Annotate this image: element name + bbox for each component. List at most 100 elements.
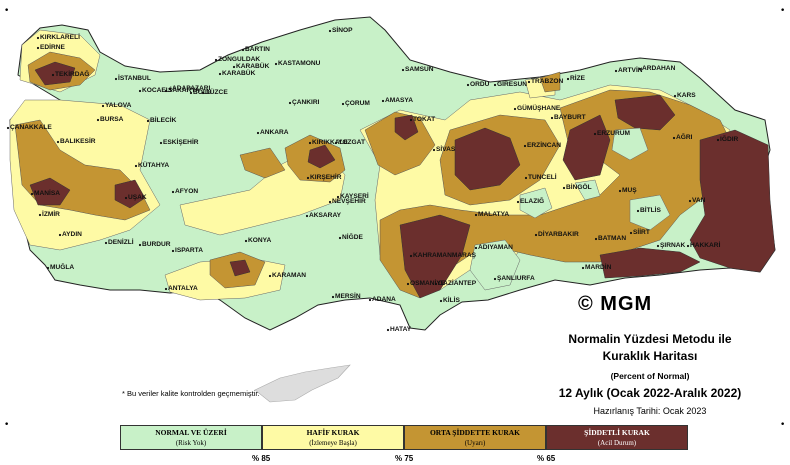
- normal-pockets: [469, 127, 671, 291]
- city-label: BAYBURT: [554, 114, 586, 121]
- corner-mark-bottom-right: •: [780, 420, 786, 430]
- city-label: HAKKARİ: [690, 241, 721, 249]
- city-label: MUĞLA: [50, 262, 74, 271]
- city-dot: [474, 246, 478, 250]
- city-dot: [274, 62, 278, 66]
- legend-moderate: ORTA ŞİDDETTE KURAK (Uyarı): [404, 425, 546, 450]
- city-dot: [306, 176, 310, 180]
- city-label: ŞANLIURFA: [497, 275, 535, 282]
- city-label: BATMAN: [598, 235, 626, 242]
- city-dot: [168, 87, 172, 91]
- city-dot: [328, 29, 332, 33]
- legend-normal-label: NORMAL VE ÜZERİ: [155, 428, 227, 437]
- city-dot: [636, 209, 640, 213]
- city-dot: [432, 148, 436, 152]
- city-label: TEKİRDAĞ: [55, 69, 89, 78]
- city-label: SAMSUN: [405, 66, 434, 73]
- city-dot: [341, 102, 345, 106]
- city-label: DİYARBAKIR: [538, 230, 579, 238]
- city-dot: [268, 274, 272, 278]
- city-label: ERZİNCAN: [527, 141, 561, 149]
- city-dot: [218, 72, 222, 76]
- city-dot: [581, 266, 585, 270]
- city-dot: [146, 119, 150, 123]
- city-dot: [138, 89, 142, 93]
- map-subtitle: (Percent of Normal): [610, 371, 690, 381]
- city-label: KIRŞEHİR: [310, 173, 342, 181]
- threshold-65: % 65: [537, 454, 556, 463]
- legend-severe-label: ŞİDDETLİ KURAK: [584, 428, 650, 437]
- city-dot: [36, 46, 40, 50]
- legend-light-sub: (İzlemeye Başla): [309, 439, 357, 447]
- city-dot: [409, 254, 413, 258]
- city-label: TUNCELİ: [528, 173, 557, 181]
- city-dot: [256, 131, 260, 135]
- prepared-date: Hazırlanış Tarihi: Ocak 2023: [593, 406, 707, 416]
- city-dot: [338, 236, 342, 240]
- city-dot: [96, 118, 100, 122]
- city-dot: [672, 136, 676, 140]
- city-label: YOZGAT: [338, 139, 365, 146]
- city-label: SAKARYA: [168, 87, 200, 94]
- city-dot: [534, 233, 538, 237]
- city-label: BURDUR: [142, 241, 171, 248]
- city-label: ERZURUM: [597, 130, 630, 137]
- city-dot: [171, 249, 175, 253]
- city-label: YALOVA: [105, 102, 132, 109]
- city-label: KOCAELİ: [142, 86, 172, 94]
- city-dot: [381, 99, 385, 103]
- city-label: AFYON: [175, 188, 198, 195]
- corner-mark-top-left: •: [4, 6, 10, 16]
- city-label: BİTLİS: [640, 206, 661, 214]
- city-label: KARS: [677, 92, 696, 99]
- city-dot: [513, 107, 517, 111]
- city-dot: [527, 80, 531, 84]
- city-label: AKSARAY: [309, 212, 342, 219]
- city-dot: [159, 141, 163, 145]
- city-label: MUŞ: [622, 187, 637, 194]
- city-dot: [51, 73, 55, 77]
- city-dot: [164, 89, 168, 93]
- city-dot: [550, 116, 554, 120]
- city-dot: [614, 69, 618, 73]
- city-dot: [124, 196, 128, 200]
- city-dot: [6, 126, 10, 130]
- city-label: GİRESUN: [497, 80, 527, 88]
- city-dot: [562, 186, 566, 190]
- city-label: ARDAHAN: [642, 65, 676, 72]
- quality-note: * Bu veriler kalite kontrolden geçmemişt…: [122, 389, 260, 398]
- city-dot: [523, 144, 527, 148]
- city-dot: [439, 299, 443, 303]
- city-label: ÇANKIRI: [292, 99, 320, 106]
- city-dot: [305, 214, 309, 218]
- city-dot: [114, 77, 118, 81]
- city-label: ADAPAZARI: [172, 85, 211, 92]
- city-label: GÜMÜŞHANE: [517, 103, 561, 112]
- map-period: 12 Aylık (Ocak 2022-Aralık 2022): [558, 386, 742, 400]
- city-label: ESKİŞEHİR: [163, 138, 199, 146]
- city-label: ANKARA: [260, 129, 289, 136]
- city-label: İZMİR: [42, 210, 60, 218]
- city-label: TOKAT: [413, 116, 435, 123]
- city-dot: [401, 68, 405, 72]
- city-dot: [336, 195, 340, 199]
- city-label: RİZE: [570, 74, 586, 82]
- city-label: ÇORUM: [345, 100, 370, 107]
- city-dot: [104, 241, 108, 245]
- city-dot: [594, 237, 598, 241]
- city-label: MALATYA: [478, 211, 509, 218]
- threshold-75: % 75: [395, 454, 414, 463]
- city-label: ISPARTA: [175, 247, 203, 254]
- city-dot: [241, 48, 245, 52]
- cyprus-shape: [254, 364, 351, 403]
- city-dot: [493, 277, 497, 281]
- city-label: SİNOP: [332, 26, 353, 34]
- city-dot: [673, 94, 677, 98]
- city-dot: [134, 164, 138, 168]
- mgm-logo: © MGM: [578, 293, 653, 315]
- city-label: KAHRAMANMARAŞ: [413, 252, 477, 259]
- city-label: SİVAS: [436, 145, 456, 153]
- city-label: SİİRT: [633, 228, 650, 236]
- city-label: TRABZON: [531, 78, 563, 85]
